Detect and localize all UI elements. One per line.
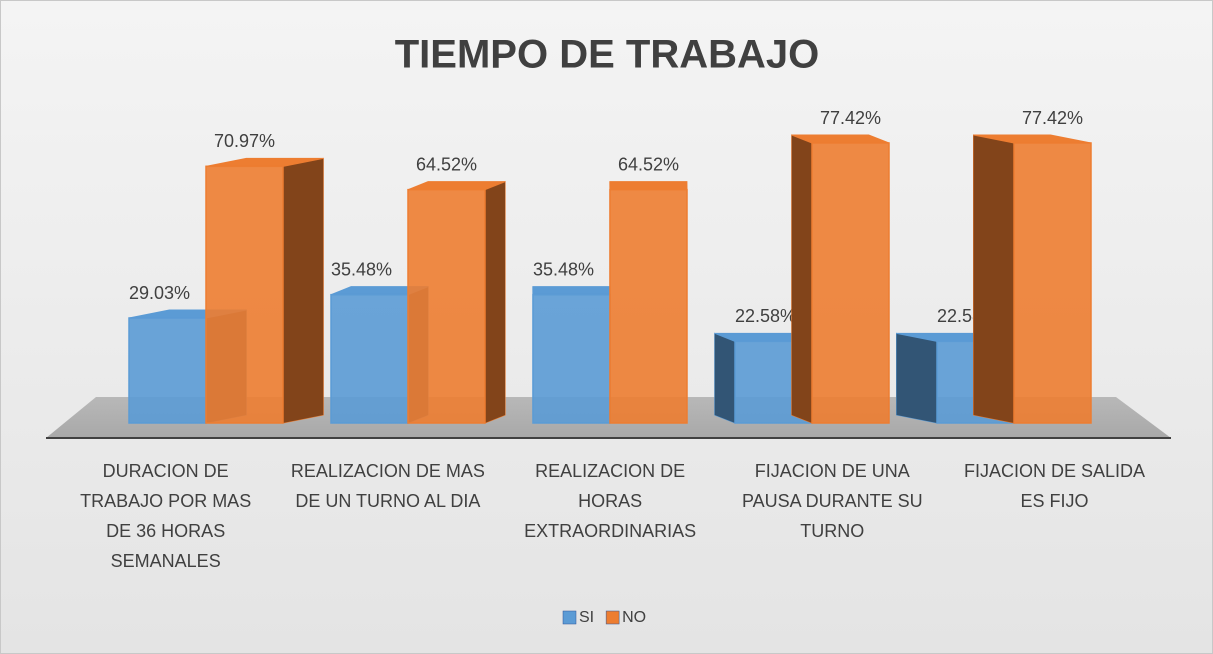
bar-top [532,286,611,296]
data-label: 70.97% [214,131,275,151]
data-label: 77.42% [1022,108,1083,128]
data-label: 64.52% [618,154,679,174]
legend-label: NO [622,609,646,626]
data-label: 22.58% [735,306,796,326]
bar-side-shade [973,135,1014,423]
data-label: 77.42% [820,108,881,128]
legend-swatch [562,610,577,625]
x-tick-label: REALIZACION DE MAS DE UN TURNO AL DIA [290,461,490,511]
data-label: 35.48% [331,259,392,279]
bar-front [205,165,284,424]
bar-front [609,188,688,424]
bar [973,134,1092,424]
bar-front [128,317,207,424]
legend-swatch [605,610,620,625]
bar-front [811,142,890,424]
bar-side-shade [896,333,937,423]
bar [205,157,324,424]
legend-label: SI [579,609,594,626]
data-label: 64.52% [416,154,477,174]
data-label: 35.48% [533,259,594,279]
bar-side-shade [283,158,324,423]
x-tick-label: REALIZACION DE HORAS EXTRAORDINARIAS [524,461,697,541]
bar-front [1013,142,1092,424]
bar-side-shade [485,181,506,423]
bar-front [532,293,611,424]
bar-top [609,181,688,191]
bar-front [407,188,486,424]
data-label: 29.03% [129,283,190,303]
bar-front [330,293,409,424]
bar [609,181,688,424]
bar [532,286,611,424]
x-tick-label: FIJACION DE UNA PAUSA DURANTE SU TURNO [741,461,933,541]
bar [791,134,890,424]
bar-side-shade [714,333,735,423]
x-tick-label: FIJACION DE SALIDA ES FIJO [963,461,1151,511]
chart-title: TIEMPO DE TRABAJO [395,33,819,77]
bar-side-shade [791,135,812,423]
bar [407,180,506,424]
x-tick-label: DURACION DE TRABAJO POR MAS DE 36 HORAS … [80,461,257,571]
